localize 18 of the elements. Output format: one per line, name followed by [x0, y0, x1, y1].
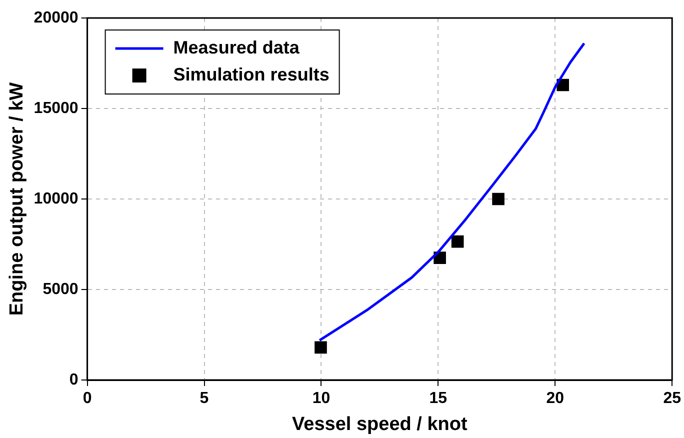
- point: [492, 192, 504, 206]
- point: [314, 341, 327, 354]
- y-tick-label: 0: [69, 371, 78, 388]
- y-axis-title: Engine output power / kW: [6, 82, 28, 316]
- y-tick-label: 10000: [34, 190, 78, 208]
- x-axis-title: Vessel speed / knot: [292, 414, 468, 435]
- x-tick-label: 15: [429, 390, 448, 408]
- x-tick-label: 10: [312, 390, 330, 408]
- y-tick-label: 20000: [34, 9, 78, 26]
- legend-label: Measured data: [173, 37, 300, 58]
- x-tick-label: 5: [200, 390, 209, 408]
- y-tick-label: 5000: [42, 280, 78, 298]
- y-tick-label: 15000: [34, 100, 78, 117]
- x-tick-label: 20: [546, 390, 564, 408]
- point: [451, 235, 464, 248]
- x-tick-label: 25: [663, 390, 682, 408]
- legend-label: Simulation results: [173, 64, 330, 84]
- x-tick-label: 0: [82, 390, 92, 408]
